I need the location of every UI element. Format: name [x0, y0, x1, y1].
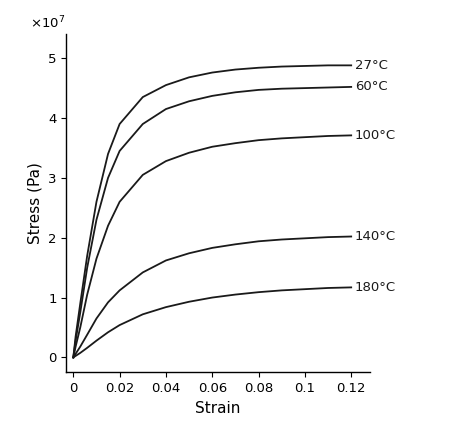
- X-axis label: Strain: Strain: [195, 401, 241, 416]
- Text: 60°C: 60°C: [355, 80, 387, 93]
- Text: 27°C: 27°C: [355, 59, 388, 72]
- Text: $\times10^7$: $\times10^7$: [30, 14, 65, 31]
- Text: 100°C: 100°C: [355, 129, 396, 142]
- Text: 180°C: 180°C: [355, 281, 396, 294]
- Text: 140°C: 140°C: [355, 230, 396, 243]
- Y-axis label: Stress (Pa): Stress (Pa): [27, 162, 43, 244]
